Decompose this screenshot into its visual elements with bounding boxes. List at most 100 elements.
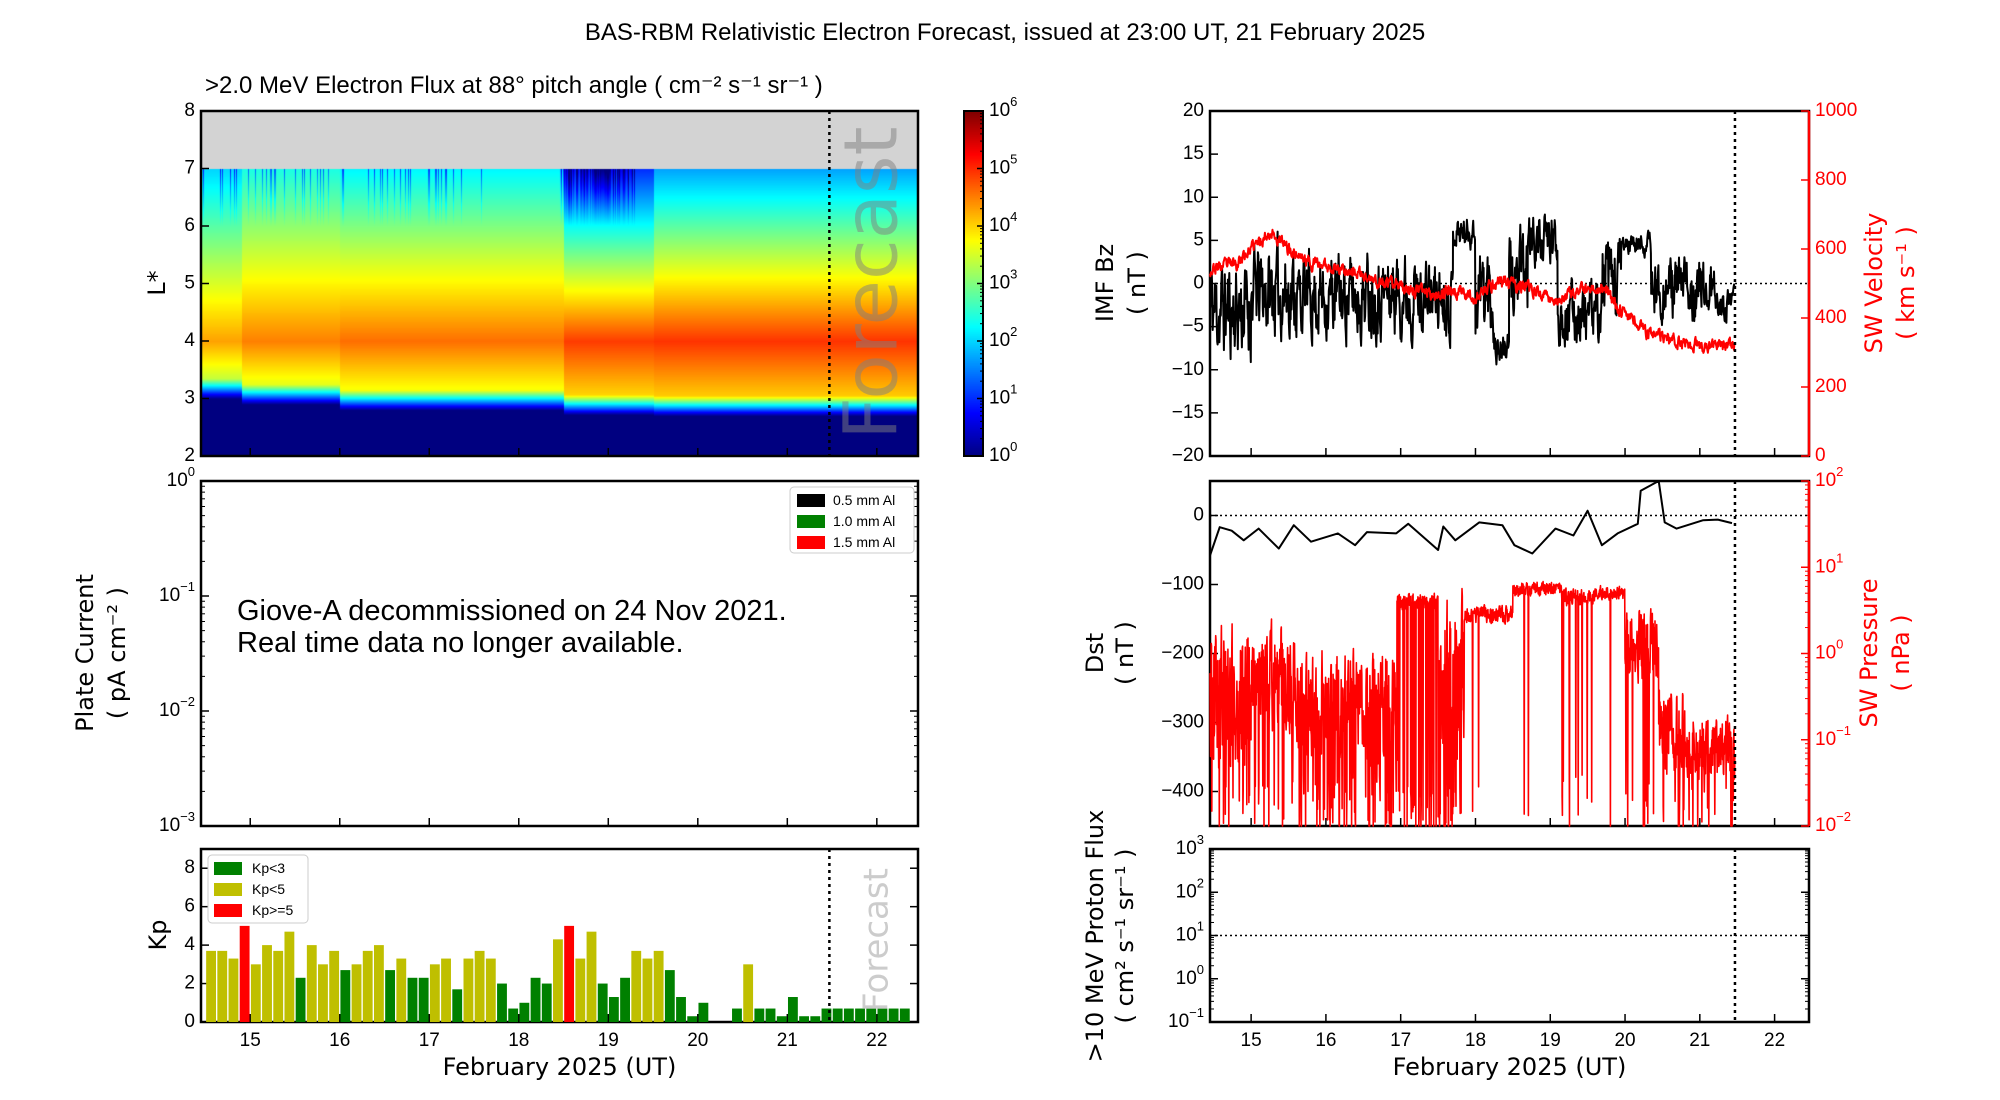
colorbar-tick-label: 104	[989, 209, 1017, 236]
x-tick-label: 21	[777, 1030, 798, 1051]
kp-bar	[743, 964, 754, 1022]
tick-label-exponent: −1	[1836, 723, 1851, 738]
y-tick-label: 10	[1183, 186, 1204, 207]
x-axis-label: February 2025 (UT)	[1393, 1053, 1627, 1081]
kp-bar	[429, 964, 440, 1022]
y-tick-label: 0	[1193, 273, 1204, 294]
kp-bar	[318, 964, 328, 1022]
kp-bar	[373, 945, 384, 1022]
y-tick-label: 10−2	[1815, 809, 1851, 836]
sw-velocity-line	[1209, 228, 1736, 354]
kp-bar	[396, 958, 407, 1022]
y-tick-label: 100	[1815, 637, 1843, 664]
y-tick-label: 800	[1815, 169, 1847, 190]
tick-label-exponent: −2	[1836, 809, 1851, 824]
kp-bar	[888, 1008, 899, 1022]
kp-bar	[452, 989, 463, 1022]
y-tick-label: 10−2	[159, 694, 195, 721]
kp-bar	[351, 964, 362, 1022]
colorbar-tick-label: 106	[989, 94, 1017, 121]
y-tick-label: 8	[184, 857, 195, 878]
tick-label-base: 10	[989, 388, 1010, 409]
y2-axis-label: SW Velocity	[1860, 213, 1888, 354]
y-axis-label: Kp	[144, 920, 172, 951]
x-axis-label: February 2025 (UT)	[443, 1053, 677, 1081]
legend-label: 1.0 mm Al	[833, 513, 895, 529]
y-tick-label: 400	[1815, 307, 1847, 328]
y-tick-label: 3	[184, 388, 195, 409]
x-tick-label: 17	[1390, 1030, 1411, 1051]
forecast-watermark: Forecast	[829, 126, 915, 439]
kp-bar	[843, 1008, 854, 1022]
tick-label-base: 10	[159, 585, 180, 606]
kp-bar	[530, 977, 541, 1022]
tick-label-exponent: −1	[180, 579, 195, 594]
kp-bar	[273, 950, 284, 1022]
y-axis-label: IMF Bz	[1091, 244, 1119, 322]
y-tick-label: −5	[1182, 316, 1204, 337]
y-tick-label: 6	[184, 215, 195, 236]
kp-bar	[295, 977, 306, 1022]
tick-label-base: 10	[1168, 1011, 1189, 1032]
tick-label-exponent: 1	[1197, 919, 1204, 934]
kp-bar	[541, 983, 552, 1022]
kp-bar	[340, 970, 351, 1022]
y-tick-label: 6	[184, 896, 195, 917]
y2-axis-units: ( km s⁻¹ )	[1892, 226, 1920, 340]
kp-bar	[463, 958, 474, 1022]
tick-label-exponent: 0	[1197, 962, 1204, 977]
kp-bar	[597, 983, 608, 1022]
kp-bar	[664, 970, 675, 1022]
kp-bar	[474, 950, 485, 1022]
kp-bar	[575, 958, 586, 1022]
y-tick-label: 10−1	[1168, 1005, 1204, 1032]
tick-label-exponent: 1	[1010, 382, 1017, 397]
kp-bar	[754, 1008, 765, 1022]
figure-title: BAS-RBM Relativistic Electron Forecast, …	[585, 19, 1425, 46]
y-tick-label: 7	[184, 158, 195, 179]
kp-bar	[642, 958, 653, 1022]
kp-bar	[832, 1008, 843, 1022]
y-tick-label: −10	[1172, 359, 1204, 380]
kp-bar	[284, 931, 295, 1022]
y-axis-units: ( cm² s⁻¹ sr⁻¹ )	[1111, 849, 1139, 1024]
y-tick-label: 100	[1176, 962, 1204, 989]
tick-label-base: 10	[989, 273, 1010, 294]
tick-label-base: 10	[1815, 643, 1836, 664]
y-tick-label: −200	[1161, 643, 1204, 664]
kp-bar	[732, 1008, 742, 1022]
x-tick-label: 19	[598, 1030, 619, 1051]
kp-bar	[239, 925, 250, 1022]
tick-label-exponent: 0	[1010, 439, 1017, 454]
kp-bar	[855, 1008, 865, 1022]
legend-swatch	[214, 904, 242, 917]
forecast-watermark: Forecast	[857, 868, 897, 1012]
tick-label-base: 10	[1176, 968, 1197, 989]
y-tick-label: 4	[184, 934, 195, 955]
tick-label-base: 10	[1815, 556, 1836, 577]
y-tick-label: −300	[1161, 712, 1204, 733]
tick-label-exponent: 6	[1010, 94, 1017, 109]
kp-bar	[799, 1016, 810, 1022]
tick-label-exponent: 3	[1197, 832, 1204, 847]
legend-label: Kp<5	[252, 881, 285, 897]
y-axis-units: ( pA cm⁻² )	[103, 587, 131, 719]
tick-label-base: 10	[1815, 729, 1836, 750]
kp-bar	[631, 950, 642, 1022]
kp-bar	[385, 970, 396, 1022]
tick-label-base: 10	[989, 445, 1010, 466]
tick-label-exponent: 4	[1010, 209, 1017, 224]
kp-bar	[407, 977, 418, 1022]
y-tick-label: 4	[184, 330, 195, 351]
colorbar-tick-label: 102	[989, 324, 1017, 351]
y-tick-label: 101	[1815, 551, 1843, 578]
tick-label-exponent: 0	[1836, 637, 1843, 652]
tick-label-base: 10	[1176, 881, 1197, 902]
y-tick-label: −15	[1172, 402, 1204, 423]
kp-bar	[866, 1008, 877, 1022]
x-tick-label: 18	[1465, 1030, 1486, 1051]
y-tick-label: 2	[184, 445, 195, 466]
x-tick-label: 20	[1614, 1030, 1635, 1051]
x-tick-label: 16	[329, 1030, 350, 1051]
x-tick-label: 20	[687, 1030, 708, 1051]
